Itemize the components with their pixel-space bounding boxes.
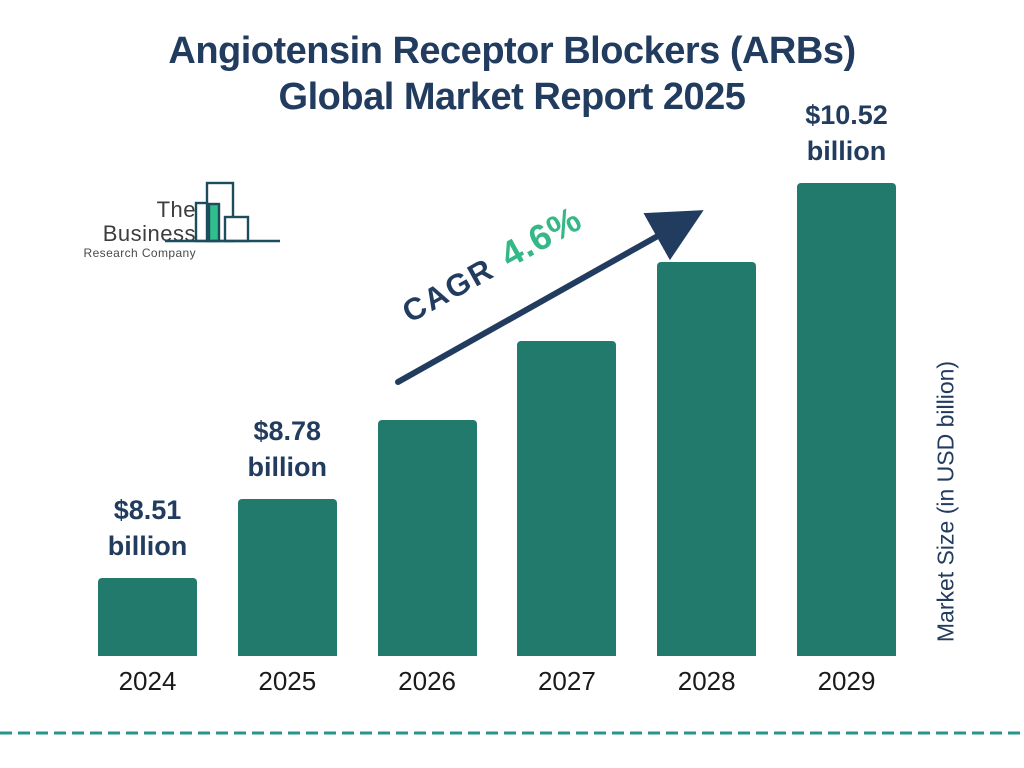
x-axis-label-2025: 2025 xyxy=(258,666,317,696)
x-axis-label-2026: 2026 xyxy=(398,666,457,696)
bar-2024 xyxy=(98,578,197,656)
page-title: Angiotensin Receptor Blockers (ARBs) Glo… xyxy=(0,28,1024,120)
page-title-line2: Global Market Report 2025 xyxy=(278,76,746,118)
page-title-line1: Angiotensin Receptor Blockers (ARBs) xyxy=(168,30,856,72)
logo-bars-icon xyxy=(165,181,280,243)
bar-2025 xyxy=(237,499,337,656)
x-axis-label-2027: 2027 xyxy=(537,666,596,696)
logo-subname: Research Company xyxy=(83,246,196,260)
value-label-2024: $8.51 billion xyxy=(107,495,188,561)
bar-2029 xyxy=(797,183,896,656)
bar-2028 xyxy=(657,262,757,656)
x-axis-label-2028: 2028 xyxy=(677,666,736,696)
value-label-2025: $8.78 billion xyxy=(247,416,328,482)
value-label-2029: $10.52 billion xyxy=(805,100,888,166)
bar-2027 xyxy=(517,341,617,656)
x-axis-label-2024: 2024 xyxy=(118,666,177,696)
bar-2026 xyxy=(377,420,477,656)
x-axis-label-2029: 2029 xyxy=(817,666,876,696)
